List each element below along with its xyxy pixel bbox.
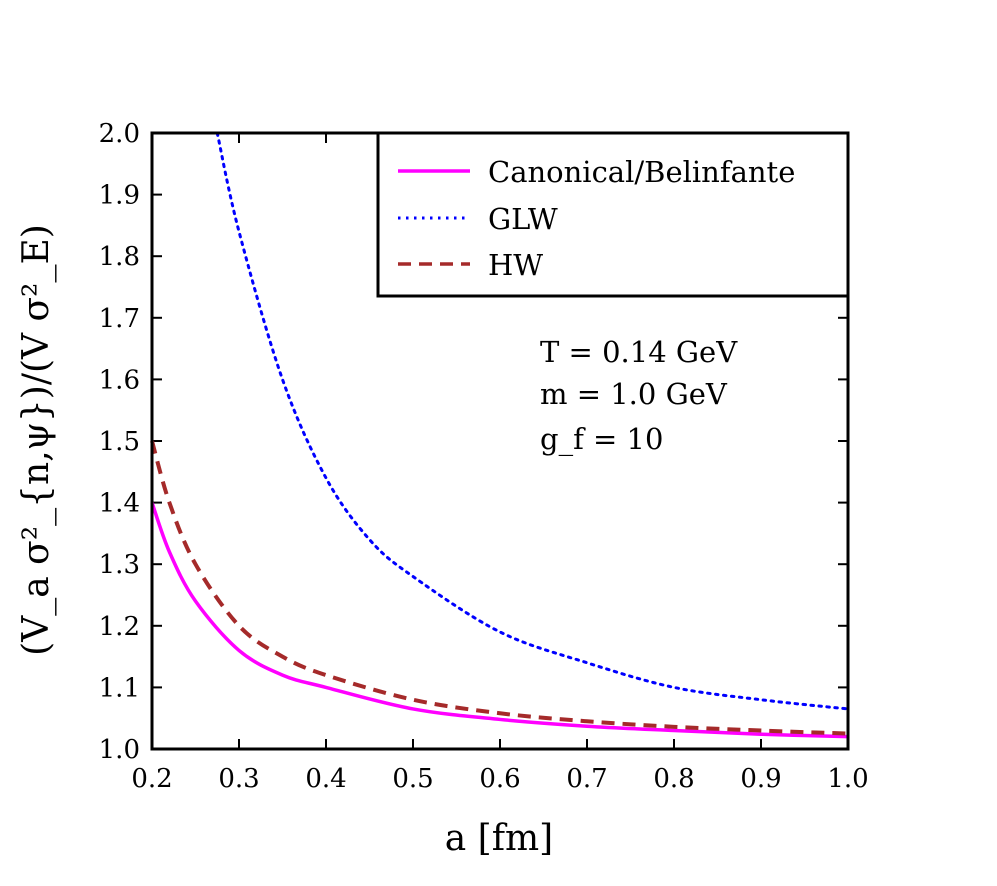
- legend-label-canonical: Canonical/Belinfante: [488, 155, 795, 189]
- x-tick-label: 1.0: [827, 764, 868, 794]
- x-axis-title: a [fm]: [445, 818, 553, 859]
- ticks-layer: 0.2 0.3 0.4 0.5 0.6 0.7 0.8 0.9 1.0 1.0 1.1 1.2 1.3 1…: [99, 119, 869, 794]
- x-tick-label: 0.5: [392, 764, 433, 794]
- parameter-annotations: T = 0.14 GeV m = 1.0 GeV g_f = 10: [540, 335, 738, 457]
- series-line-hw: [150, 440, 849, 736]
- annotation-temperature: T = 0.14 GeV: [540, 335, 738, 369]
- legend-label-hw: HW: [488, 248, 543, 282]
- y-tick-label: 1.1: [99, 673, 140, 703]
- annotation-mass: m = 1.0 GeV: [540, 377, 728, 411]
- x-tick-label: 0.4: [305, 764, 346, 794]
- y-tick-label: 1.5: [99, 427, 140, 457]
- legend-box: [376, 131, 850, 298]
- x-tick-label: 0.7: [566, 764, 607, 794]
- y-tick-label: 1.6: [99, 365, 140, 395]
- legend-label-glw: GLW: [488, 202, 558, 236]
- y-tick-label: 1.4: [99, 489, 140, 519]
- y-axis-title: (V_a σ²_{n,ψ})/(V σ²_E): [16, 224, 57, 656]
- y-tick-label: 1.9: [99, 181, 140, 211]
- y-tick-label: 1.2: [99, 612, 140, 642]
- x-tick-label: 0.9: [740, 764, 781, 794]
- y-tick-label: 1.0: [99, 735, 140, 765]
- x-tick-label: 0.8: [653, 764, 694, 794]
- x-tick-label: 0.2: [131, 764, 172, 794]
- annotation-degeneracy: g_f = 10: [540, 422, 663, 457]
- series-line-glw: [215, 131, 850, 711]
- y-tick-label: 1.8: [99, 242, 140, 272]
- series-line-canonical-belinfante: [150, 502, 849, 739]
- y-tick-label: 2.0: [99, 119, 140, 149]
- x-tick-label: 0.6: [479, 764, 520, 794]
- series-layer: [150, 131, 850, 739]
- y-tick-label: 1.3: [99, 550, 140, 580]
- x-tick-label: 0.3: [218, 764, 259, 794]
- y-tick-label: 1.7: [99, 304, 140, 334]
- legend: Canonical/Belinfante GLW HW: [376, 131, 850, 298]
